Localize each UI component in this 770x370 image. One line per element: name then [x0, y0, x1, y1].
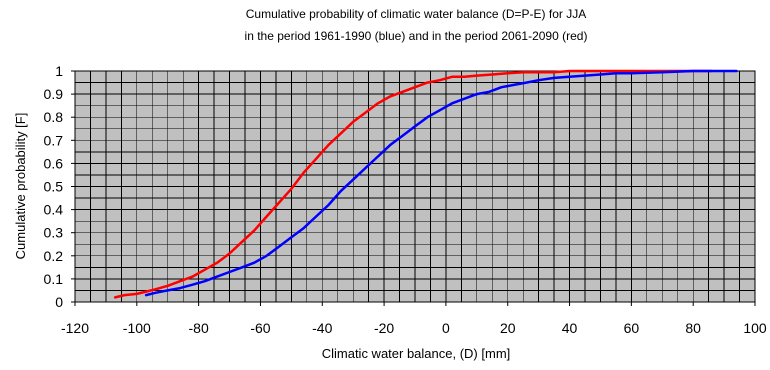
- x-tick-label: -60: [250, 320, 270, 336]
- y-tick-label: 0.6: [44, 155, 64, 171]
- y-tick-label: 0.7: [44, 132, 64, 148]
- y-tick-label: 0: [55, 294, 63, 310]
- chart-title-line-2: in the period 1961-1990 (blue) and in th…: [245, 29, 588, 43]
- x-tick-label: 80: [685, 320, 701, 336]
- y-tick-label: 0.2: [44, 248, 64, 264]
- chart-title-line-1: Cumulative probability of climatic water…: [246, 7, 586, 21]
- x-axis-ticks: -120 -100 -80 -60 -40 -20 0 20 40 60 80 100: [61, 302, 767, 336]
- x-tick-label: -20: [374, 320, 394, 336]
- x-tick-label: -120: [61, 320, 89, 336]
- series-line-1: [113, 69, 713, 299]
- x-tick-label: -40: [312, 320, 332, 336]
- y-tick-label: 0.1: [44, 271, 64, 287]
- x-tick-label: 100: [743, 320, 767, 336]
- y-axis-label: Cumulative probability [F]: [13, 113, 28, 260]
- x-tick-label: 40: [562, 320, 578, 336]
- y-tick-label: 0.9: [44, 86, 64, 102]
- y-tick-label: 0.4: [44, 202, 64, 218]
- x-tick-label: -80: [189, 320, 209, 336]
- y-tick-label: 0.3: [44, 225, 64, 241]
- x-tick-label: 20: [500, 320, 516, 336]
- series-line-2: [144, 69, 738, 297]
- chart-title: Cumulative probability of climatic water…: [245, 7, 588, 43]
- y-tick-label: 0.5: [44, 179, 64, 195]
- series-layer: [113, 69, 738, 299]
- x-axis-label: Climatic water balance, (D) [mm]: [322, 346, 511, 361]
- minor-gridlines: [74, 70, 756, 303]
- y-axis-ticks: 0 0.1 0.2 0.3 0.4 0.5 0.6 0.7 0.8 0.9 1: [44, 63, 75, 310]
- y-tick-label: 0.8: [44, 109, 64, 125]
- x-tick-label: -100: [123, 320, 151, 336]
- x-tick-label: 60: [624, 320, 640, 336]
- y-tick-label: 1: [55, 63, 63, 79]
- x-tick-label: 0: [442, 320, 450, 336]
